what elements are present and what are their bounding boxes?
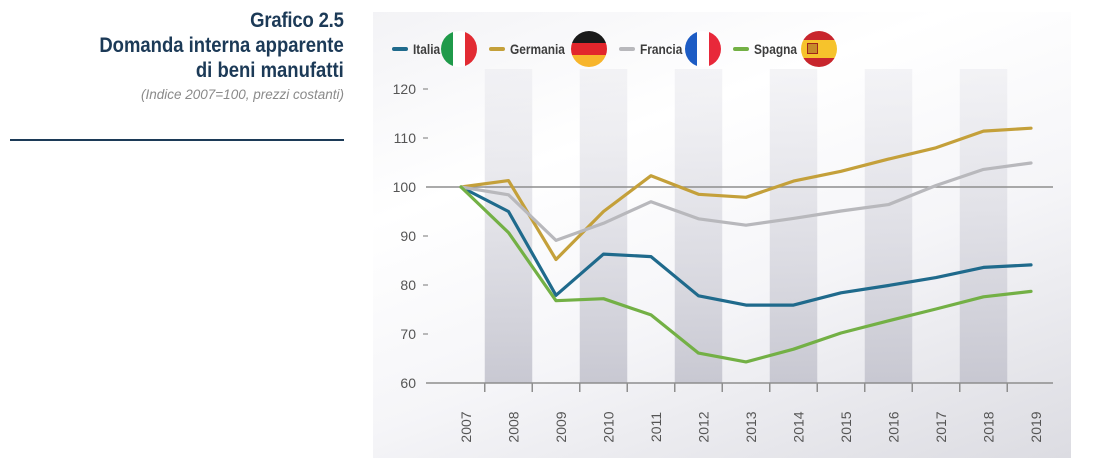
shaded-band-2010	[579, 69, 628, 383]
legend-label-francia: Francia	[639, 41, 682, 57]
series-line-francia	[459, 161, 1033, 242]
x-tick-label-2018: 2018	[981, 411, 997, 442]
germany-flag-icon	[570, 31, 607, 67]
y-tick-label-70: 70	[400, 326, 416, 342]
title-divider	[10, 139, 344, 141]
shaded-band-2016	[864, 69, 913, 383]
spain-coat-of-arms-icon	[806, 43, 818, 54]
x-tick-label-2015: 2015	[838, 411, 854, 442]
shaded-band-2008	[484, 69, 533, 383]
chart-title-block: Grafico 2.5 Domanda interna apparente di…	[66, 8, 345, 102]
legend-item-germania: Germania	[488, 31, 607, 67]
chart-title-line-1: Domanda interna apparente	[99, 34, 344, 57]
legend-item-francia: Francia	[618, 31, 722, 67]
france-flag-icon	[685, 31, 722, 67]
axes: 60 70 80 90 100 110 120 2007 2008 2009 2010 2011 201…	[393, 81, 1053, 443]
y-tick-label-100: 100	[393, 179, 417, 195]
shaded-band-2018	[959, 69, 1008, 383]
x-tick-label-2013: 2013	[743, 411, 759, 442]
spain-flag-icon	[800, 31, 837, 67]
y-tick-label-80: 80	[400, 277, 416, 293]
shaded-band-2014	[769, 69, 818, 383]
legend-swatch-germania	[488, 47, 505, 51]
y-tick-label-110: 110	[394, 130, 417, 146]
chart-number: Grafico 2.5	[250, 9, 344, 32]
shaded-band-2012	[674, 69, 723, 383]
x-tick-label-2012: 2012	[696, 411, 712, 442]
legend-label-italia: Italia	[413, 41, 441, 57]
y-tick-label-120: 120	[393, 81, 417, 97]
legend-swatch-italia	[392, 47, 408, 51]
x-tick-label-2007: 2007	[458, 411, 474, 442]
series-lines	[459, 126, 1033, 364]
y-tick-label-90: 90	[400, 228, 416, 244]
x-tick-label-2008: 2008	[506, 411, 522, 442]
legend-item-spagna: Spagna	[733, 31, 837, 67]
chart-subtitle: (Indice 2007=100, prezzi costanti)	[141, 87, 344, 102]
x-tick-label-2017: 2017	[933, 411, 949, 442]
italy-flag-icon	[440, 31, 477, 67]
legend-item-italia: Italia	[392, 31, 477, 67]
legend-label-germania: Germania	[509, 41, 565, 57]
x-tick-label-2019: 2019	[1028, 411, 1044, 442]
legend-swatch-francia	[618, 47, 635, 51]
x-tick-label-2010: 2010	[601, 411, 617, 442]
legend: Italia Germania Francia Spagna	[392, 30, 849, 68]
x-tick-label-2011: 2011	[648, 412, 664, 442]
series-line-germania	[459, 126, 1033, 262]
x-tick-label-2009: 2009	[553, 411, 569, 442]
legend-label-spagna: Spagna	[754, 41, 798, 57]
series-line-italia	[459, 185, 1033, 307]
legend-swatch-spagna	[733, 47, 750, 51]
series-line-spagna	[459, 185, 1033, 364]
x-tick-label-2014: 2014	[791, 411, 807, 442]
chart-title-line-2: di beni manufatti	[196, 59, 344, 82]
y-tick-label-60: 60	[400, 375, 416, 391]
x-tick-label-2016: 2016	[886, 411, 902, 442]
